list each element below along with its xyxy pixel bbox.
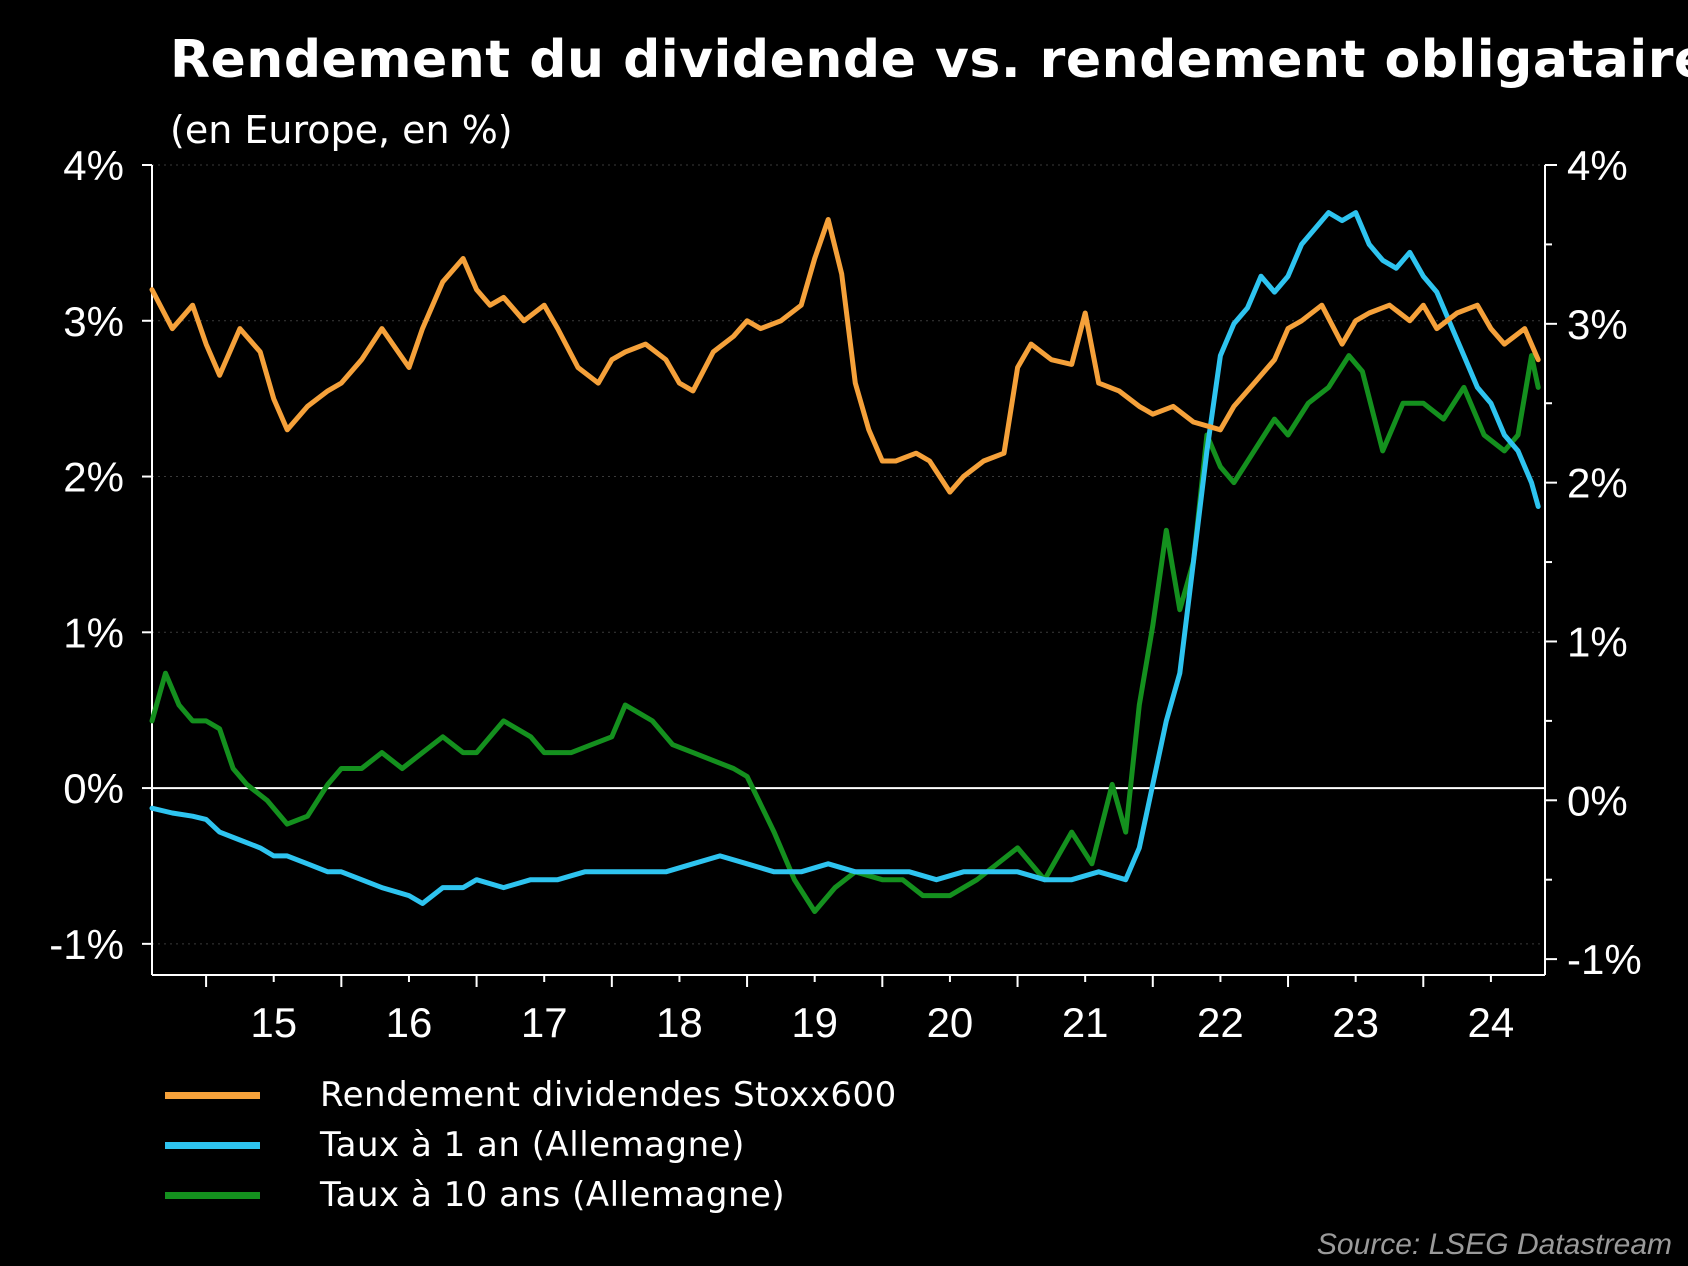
x-tick-label-20: 20 bbox=[927, 999, 974, 1046]
left-tick-label-2: 1% bbox=[63, 609, 124, 656]
x-tick-label-18: 18 bbox=[656, 999, 703, 1046]
legend-label-1y-rate: Taux à 1 an (Allemagne) bbox=[320, 1125, 745, 1165]
legend-label-10y-rate: Taux à 10 ans (Allemagne) bbox=[320, 1175, 786, 1215]
legend: Rendement dividendes Stoxx600 Taux à 1 a… bbox=[165, 1070, 897, 1220]
x-tick-label-23: 23 bbox=[1332, 999, 1379, 1046]
right-tick-label-3: 2% bbox=[1567, 460, 1628, 507]
left-tick-label-3: 2% bbox=[63, 454, 124, 501]
left-tick-label-1: 0% bbox=[63, 765, 124, 812]
right-tick-label-0: -1% bbox=[1567, 936, 1642, 983]
source-note: Source: LSEG Datastream bbox=[1316, 1228, 1672, 1261]
series-line-2 bbox=[149, 353, 1541, 914]
right-tick-label-2: 1% bbox=[1567, 618, 1628, 665]
chart-title: Rendement du dividende vs. rendement obl… bbox=[170, 30, 1688, 90]
x-tick-label-16: 16 bbox=[386, 999, 433, 1046]
x-tick-label-17: 17 bbox=[521, 999, 568, 1046]
left-tick-label-4: 3% bbox=[63, 298, 124, 345]
legend-swatch-10y-rate bbox=[165, 1191, 260, 1199]
series-line-0 bbox=[149, 217, 1541, 495]
left-tick-label-5: 4% bbox=[63, 142, 124, 189]
right-tick-label-4: 3% bbox=[1567, 301, 1628, 348]
x-tick-label-21: 21 bbox=[1062, 999, 1109, 1046]
series-line-1 bbox=[149, 210, 1541, 906]
right-tick-label-5: 4% bbox=[1567, 142, 1628, 189]
legend-item-dividend: Rendement dividendes Stoxx600 bbox=[165, 1070, 897, 1120]
legend-item-1y-rate: Taux à 1 an (Allemagne) bbox=[165, 1120, 897, 1170]
x-tick-label-15: 15 bbox=[250, 999, 297, 1046]
chart-subtitle: (en Europe, en %) bbox=[170, 108, 513, 152]
right-tick-label-1: 0% bbox=[1567, 777, 1628, 824]
x-tick-label-19: 19 bbox=[791, 999, 838, 1046]
x-tick-label-22: 22 bbox=[1197, 999, 1244, 1046]
legend-swatch-1y-rate bbox=[165, 1141, 260, 1149]
x-tick-label-24: 24 bbox=[1468, 999, 1515, 1046]
legend-item-10y-rate: Taux à 10 ans (Allemagne) bbox=[165, 1170, 897, 1220]
legend-swatch-dividend bbox=[165, 1091, 260, 1099]
legend-label-dividend: Rendement dividendes Stoxx600 bbox=[320, 1075, 897, 1115]
left-tick-label-0: -1% bbox=[49, 921, 124, 968]
